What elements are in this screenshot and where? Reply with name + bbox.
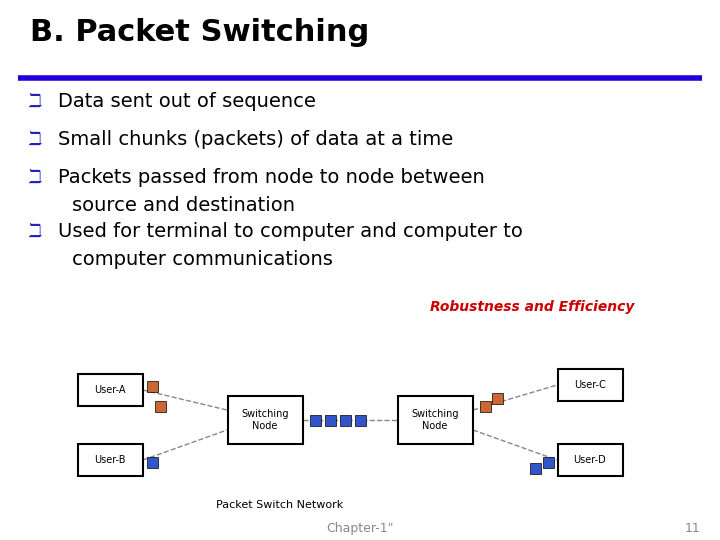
Text: Switching
Node: Switching Node bbox=[411, 409, 459, 431]
Text: computer communications: computer communications bbox=[72, 250, 333, 269]
Text: 11: 11 bbox=[684, 522, 700, 535]
FancyBboxPatch shape bbox=[228, 396, 302, 444]
Text: User-D: User-D bbox=[574, 455, 606, 465]
Bar bbox=[146, 381, 158, 392]
Bar bbox=[354, 415, 366, 426]
Bar bbox=[155, 401, 166, 411]
Text: Used for terminal to computer and computer to: Used for terminal to computer and comput… bbox=[58, 222, 523, 241]
FancyBboxPatch shape bbox=[557, 444, 623, 476]
FancyBboxPatch shape bbox=[557, 369, 623, 401]
Bar bbox=[480, 401, 490, 411]
Text: ℶ: ℶ bbox=[28, 222, 41, 241]
Bar bbox=[492, 393, 503, 403]
Text: Packets passed from node to node between: Packets passed from node to node between bbox=[58, 168, 485, 187]
Text: B. Packet Switching: B. Packet Switching bbox=[30, 18, 369, 47]
Text: Small chunks (packets) of data at a time: Small chunks (packets) of data at a time bbox=[58, 130, 454, 149]
Text: ℶ: ℶ bbox=[28, 92, 41, 111]
Bar bbox=[146, 456, 158, 468]
Text: source and destination: source and destination bbox=[72, 196, 295, 215]
Bar bbox=[325, 415, 336, 426]
Text: Chapter-1": Chapter-1" bbox=[326, 522, 394, 535]
Bar bbox=[529, 462, 541, 474]
Bar bbox=[310, 415, 320, 426]
Text: User-B: User-B bbox=[94, 455, 126, 465]
FancyBboxPatch shape bbox=[78, 444, 143, 476]
FancyBboxPatch shape bbox=[78, 374, 143, 406]
Text: Packet Switch Network: Packet Switch Network bbox=[217, 500, 343, 510]
Bar bbox=[340, 415, 351, 426]
Text: ℶ: ℶ bbox=[28, 168, 41, 187]
Text: Switching
Node: Switching Node bbox=[241, 409, 289, 431]
Text: ℶ: ℶ bbox=[28, 130, 41, 149]
Bar bbox=[542, 456, 554, 468]
Text: Robustness and Efficiency: Robustness and Efficiency bbox=[430, 300, 634, 314]
Text: User-C: User-C bbox=[574, 380, 606, 390]
Text: User-A: User-A bbox=[94, 385, 126, 395]
FancyBboxPatch shape bbox=[397, 396, 472, 444]
Text: Data sent out of sequence: Data sent out of sequence bbox=[58, 92, 316, 111]
